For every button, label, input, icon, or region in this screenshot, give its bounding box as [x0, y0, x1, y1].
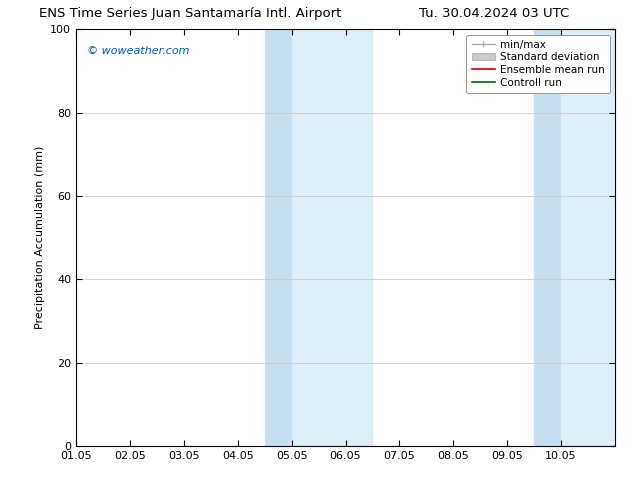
Bar — [292, 29, 373, 446]
Bar — [561, 29, 615, 446]
Text: © woweather.com: © woweather.com — [87, 46, 190, 56]
Legend: min/max, Standard deviation, Ensemble mean run, Controll run: min/max, Standard deviation, Ensemble me… — [467, 35, 610, 93]
Text: Tu. 30.04.2024 03 UTC: Tu. 30.04.2024 03 UTC — [420, 7, 569, 21]
Text: ENS Time Series Juan Santamaría Intl. Airport: ENS Time Series Juan Santamaría Intl. Ai… — [39, 7, 341, 21]
Bar — [534, 29, 561, 446]
Y-axis label: Precipitation Accumulation (mm): Precipitation Accumulation (mm) — [35, 146, 44, 329]
Bar — [265, 29, 292, 446]
